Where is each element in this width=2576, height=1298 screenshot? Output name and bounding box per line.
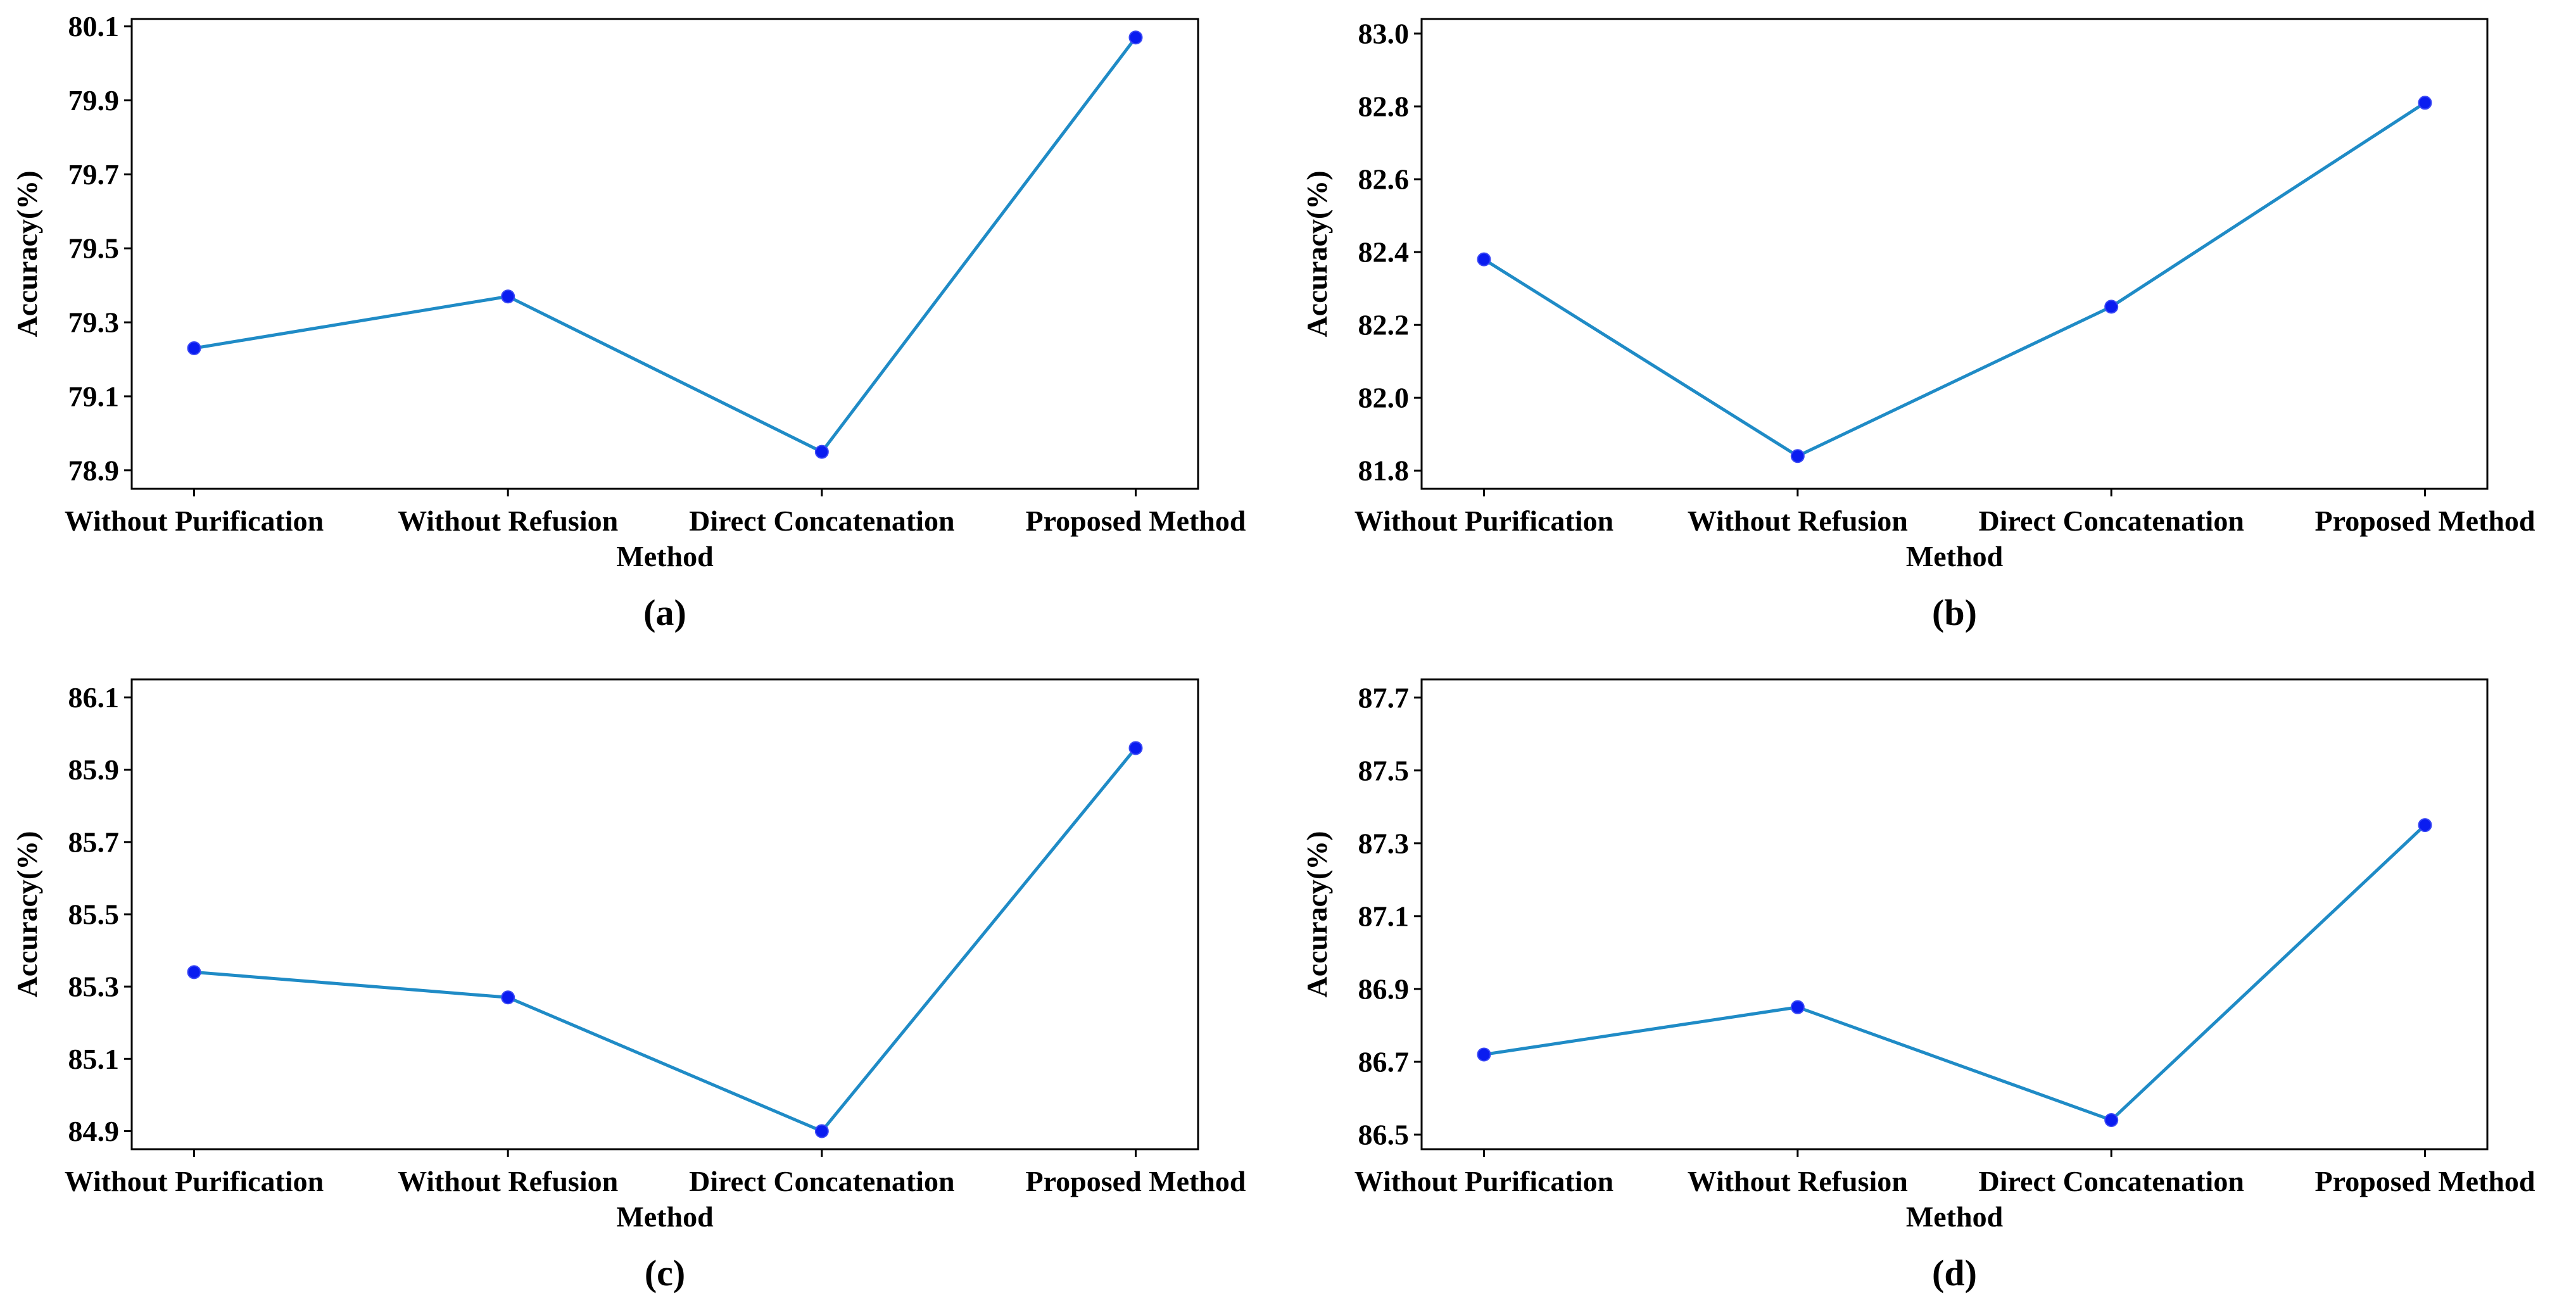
y-tick-label: 85.3 [68, 971, 120, 1003]
y-tick-label: 81.8 [1358, 455, 1410, 487]
y-tick-label: 86.9 [1358, 973, 1410, 1005]
chart-panel-d: 86.5 86.7 86.9 87.1 87.3 87.5 87.7 Without Puri… [1301, 678, 2535, 1294]
y-tick-label: 87.7 [1358, 681, 1410, 714]
y-tick-label: 79.1 [68, 380, 120, 412]
x-tick-label: Without Purification [65, 505, 324, 537]
y-tick-label: 78.9 [68, 454, 120, 486]
chart-panel-b: 81.8 82.0 82.2 82.4 82.6 82.8 83.0 Without Puri… [1301, 18, 2535, 633]
x-tick-label: Proposed Method [1025, 505, 1246, 537]
panel-label: (c) [645, 1252, 685, 1294]
data-point [2104, 299, 2119, 314]
series-line [194, 36, 1137, 454]
chart-panel-c: 84.9 85.1 85.3 85.5 85.7 85.9 86.1 Without Puri… [11, 678, 1246, 1294]
panel-label: (a) [643, 592, 686, 633]
data-point [1477, 252, 1491, 267]
x-tick-label: Without Purification [1354, 1165, 1613, 1197]
y-tick-label: 79.3 [68, 306, 120, 339]
plot-frame [130, 678, 1199, 1150]
data-point [501, 289, 515, 304]
y-axis-label: Accuracy(%) [11, 170, 43, 337]
data-point [1128, 741, 1143, 755]
x-axis-label: Method [616, 540, 714, 572]
data-point [187, 341, 201, 355]
y-tick-label: 82.0 [1358, 382, 1410, 414]
x-tick-label: Proposed Method [2315, 1165, 2535, 1197]
panel-label: (b) [1932, 592, 1977, 633]
data-point [2418, 818, 2432, 833]
y-tick-label: 85.9 [68, 753, 120, 786]
data-point [1477, 1047, 1491, 1062]
plot-frame [130, 18, 1199, 490]
x-tick-label: Proposed Method [2315, 505, 2535, 537]
data-point [814, 444, 829, 459]
x-axis-label: Method [616, 1200, 714, 1233]
data-point [814, 1124, 829, 1138]
x-axis-label: Method [1906, 540, 2004, 572]
x-tick-label: Proposed Method [1025, 1165, 1246, 1197]
x-tick-label: Direct Concatenation [689, 1165, 954, 1197]
y-tick-label: 87.5 [1358, 754, 1410, 786]
x-tick-label: Without Refusion [1688, 1165, 1908, 1197]
y-tick-label: 86.1 [68, 681, 120, 714]
x-tick-label: Without Refusion [398, 1165, 618, 1197]
x-axis-label: Method [1906, 1200, 2004, 1233]
x-tick-label: Direct Concatenation [689, 505, 954, 537]
data-point [2104, 1112, 2119, 1127]
chart-panel-a: 78.9 79.1 79.3 79.5 79.7 79.9 80.1 Without Puri… [11, 10, 1246, 633]
y-axis-label: Accuracy(%) [1301, 831, 1333, 997]
y-tick-label: 84.9 [68, 1115, 120, 1147]
y-tick-label: 80.1 [68, 10, 120, 42]
y-tick-label: 79.9 [68, 84, 120, 117]
panel-label: (d) [1932, 1252, 1977, 1294]
series-line [194, 747, 1137, 1133]
y-tick-label: 86.5 [1358, 1118, 1410, 1150]
data-point [2418, 96, 2432, 110]
y-tick-label: 86.7 [1358, 1045, 1410, 1078]
y-tick-label: 85.1 [68, 1043, 120, 1075]
plot-frame [1420, 678, 2489, 1150]
y-axis-label: Accuracy(%) [11, 831, 43, 997]
data-point [501, 990, 515, 1005]
y-tick-label: 82.8 [1358, 91, 1410, 123]
y-tick-label: 82.2 [1358, 309, 1410, 341]
y-tick-label: 85.5 [68, 898, 120, 931]
data-point [1790, 449, 1805, 463]
y-tick-label: 87.1 [1358, 900, 1410, 932]
series-line [1484, 824, 2427, 1122]
data-point [1128, 30, 1143, 45]
y-tick-label: 83.0 [1358, 18, 1410, 50]
data-point [187, 965, 201, 980]
x-tick-label: Without Refusion [398, 505, 618, 537]
y-tick-label: 79.7 [68, 158, 120, 191]
y-tick-label: 82.4 [1358, 236, 1410, 268]
series-line [1483, 101, 2426, 458]
x-tick-label: Without Refusion [1688, 505, 1908, 537]
y-tick-label: 87.3 [1358, 827, 1410, 859]
x-tick-label: Without Purification [65, 1165, 324, 1197]
y-axis-label: Accuracy(%) [1301, 170, 1333, 337]
data-point [1790, 1000, 1805, 1014]
x-tick-label: Direct Concatenation [1978, 1165, 2244, 1197]
x-tick-label: Without Purification [1354, 505, 1613, 537]
y-tick-label: 85.7 [68, 826, 120, 858]
y-tick-label: 82.6 [1358, 163, 1410, 196]
y-tick-label: 79.5 [68, 232, 120, 265]
plot-frame [1420, 18, 2489, 490]
x-tick-label: Direct Concatenation [1978, 505, 2244, 537]
